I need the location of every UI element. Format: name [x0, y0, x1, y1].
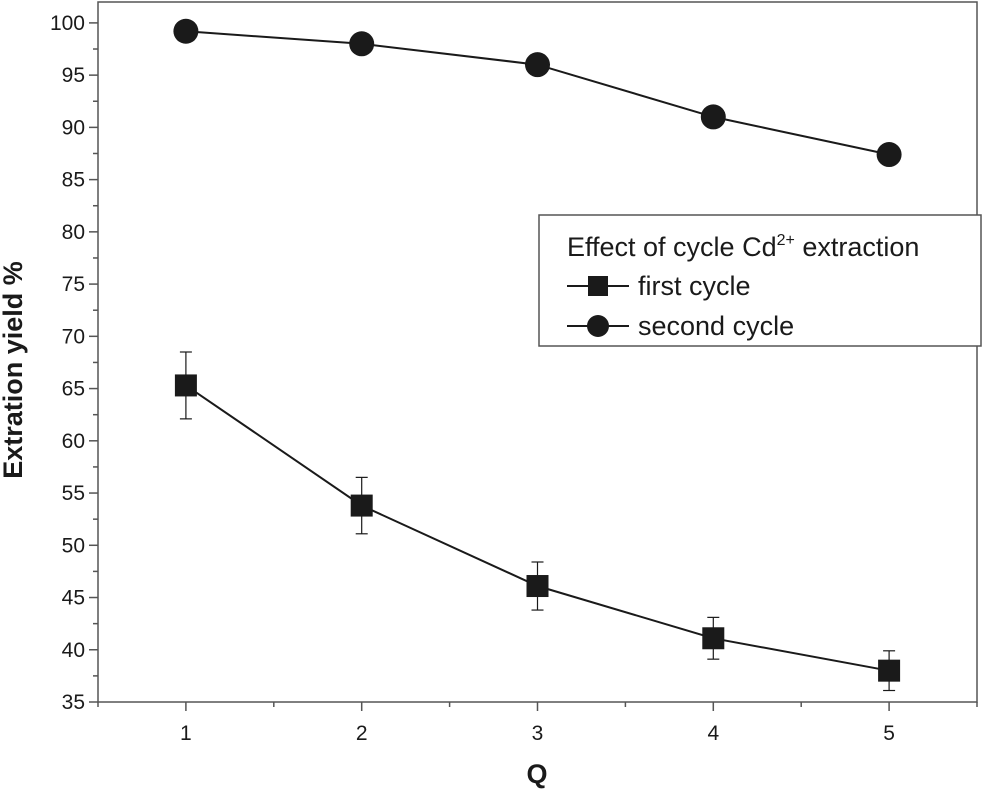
- legend-title: Effect of cycle Cd2+ extraction: [567, 232, 919, 262]
- y-axis-title: Extration yield %: [0, 261, 28, 479]
- legend-title-prefix: Effect of cycle Cd: [567, 232, 777, 262]
- x-tick-label: 4: [707, 722, 719, 745]
- legend-marker-circle: [587, 315, 609, 337]
- y-tick-label: 50: [62, 534, 85, 557]
- data-point-second-cycle: [876, 142, 902, 168]
- x-axis-title: Q: [526, 759, 547, 789]
- x-tick-label: 5: [883, 722, 895, 745]
- y-tick-label: 70: [62, 325, 85, 348]
- legend-marker-square: [588, 276, 608, 296]
- legend: Effect of cycle Cd2+ extraction first cy…: [538, 214, 982, 347]
- y-tick-label: 40: [62, 639, 85, 662]
- data-point-second-cycle: [700, 104, 726, 130]
- y-tick-label: 60: [62, 430, 85, 453]
- y-tick-label: 90: [62, 116, 85, 139]
- x-tick-label: 2: [356, 722, 368, 745]
- data-point-first-cycle: [702, 627, 725, 650]
- y-tick-label: 45: [62, 587, 85, 610]
- legend-label-second-cycle: second cycle: [638, 311, 794, 341]
- y-tick-label: 55: [62, 482, 85, 505]
- y-tick-label: 80: [62, 221, 85, 244]
- y-tick-label: 75: [62, 273, 85, 296]
- y-tick-label: 65: [62, 378, 85, 401]
- data-point-second-cycle: [173, 18, 199, 44]
- data-point-first-cycle: [350, 494, 373, 517]
- legend-label-first-cycle: first cycle: [638, 271, 751, 301]
- series-line-second-cycle: [185, 30, 890, 156]
- data-point-second-cycle: [349, 31, 375, 57]
- y-tick-label: 95: [62, 64, 85, 87]
- data-point-first-cycle: [526, 575, 549, 598]
- y-tick-label: 85: [62, 169, 85, 192]
- x-tick-label: 3: [532, 722, 544, 745]
- data-point-first-cycle: [174, 374, 197, 397]
- x-tick-label: 1: [180, 722, 192, 745]
- series-line-first-cycle: [185, 384, 890, 672]
- legend-box: [538, 214, 982, 347]
- data-point-first-cycle: [878, 659, 901, 682]
- legend-title-suffix: extraction: [795, 232, 920, 262]
- y-tick-label: 35: [62, 691, 85, 714]
- y-tick-label: 100: [50, 12, 85, 35]
- series-layer: [173, 18, 902, 692]
- data-point-second-cycle: [525, 52, 550, 78]
- legend-title-superscript: 2+: [777, 232, 795, 249]
